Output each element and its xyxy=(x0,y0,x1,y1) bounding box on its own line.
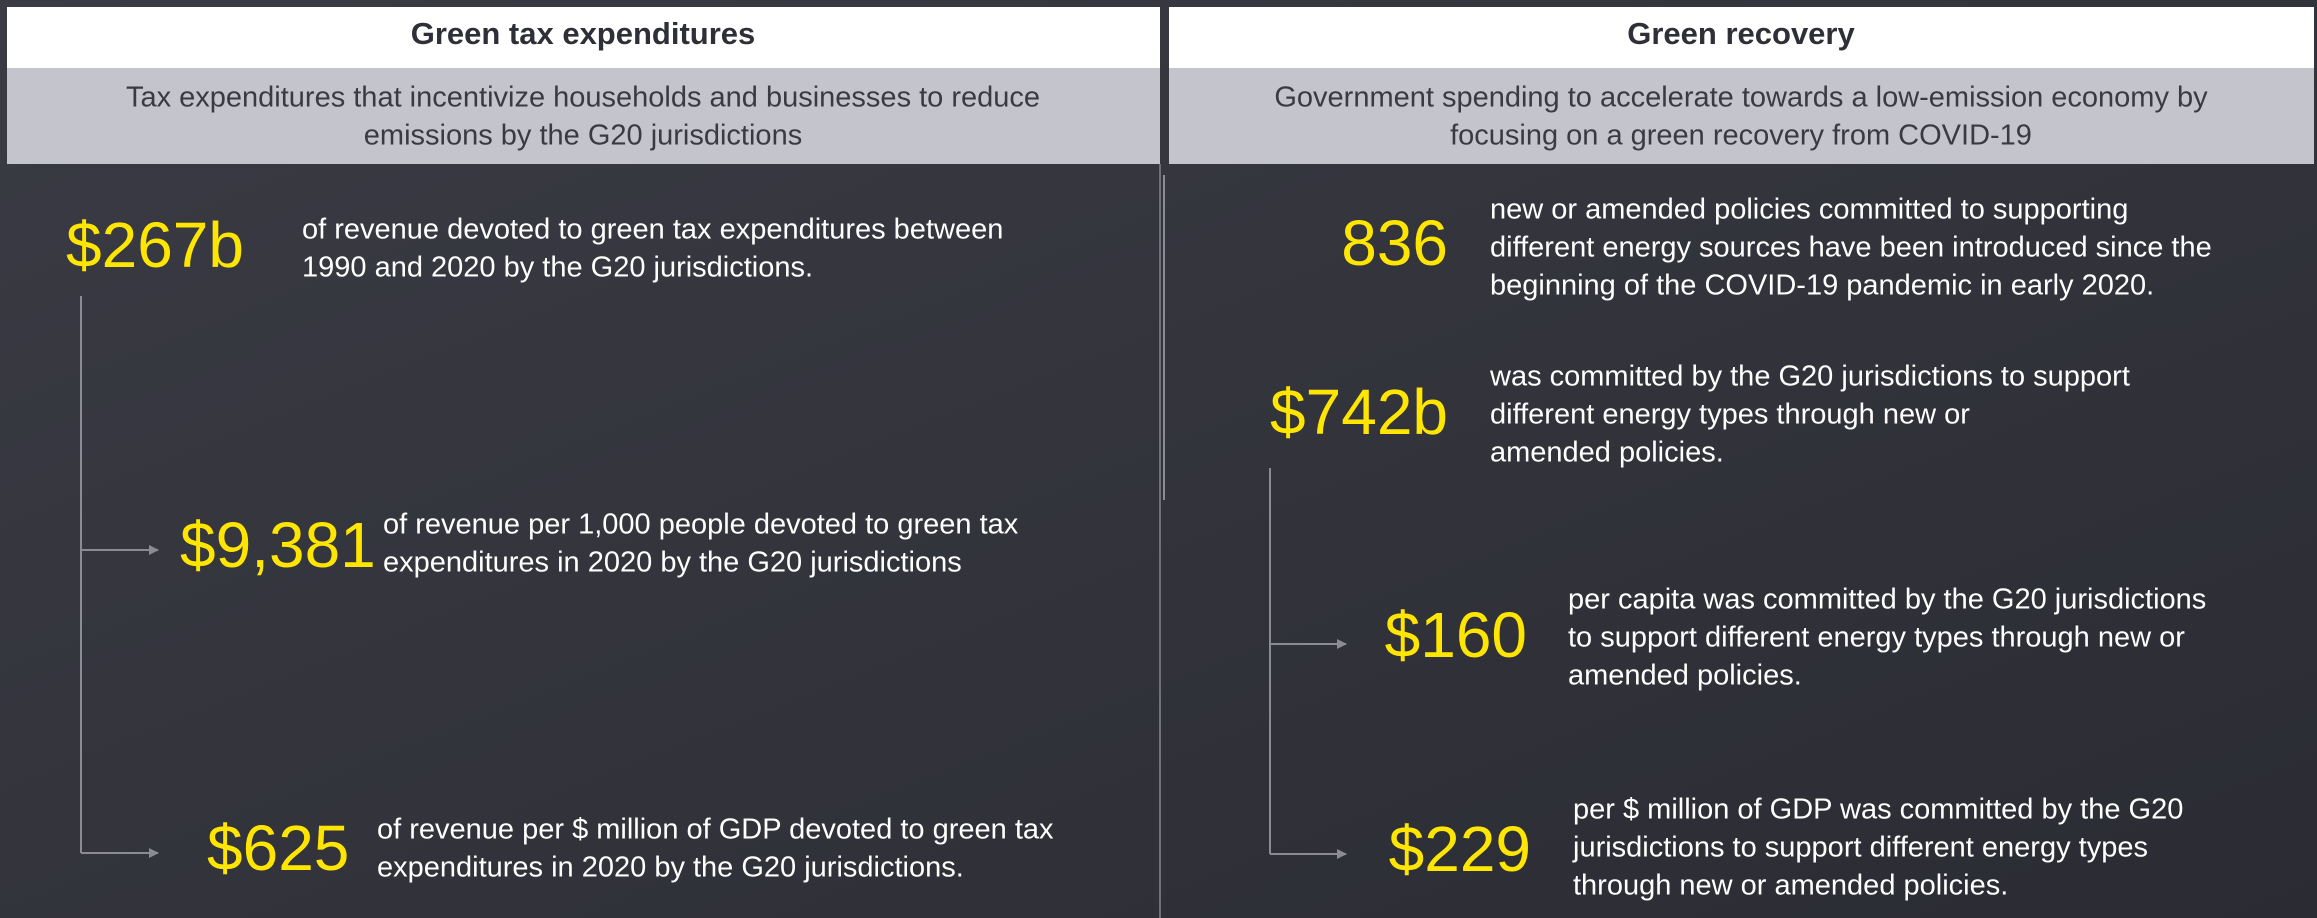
header xyxy=(1169,7,2314,68)
panel-subtitle: Government spending to accelerate toward… xyxy=(1274,82,2208,114)
subheader xyxy=(7,68,1160,164)
panel-subtitle: focusing on a green recovery from COVID-… xyxy=(1450,120,2032,152)
stat-description: of revenue per 1,000 people devoted to g… xyxy=(383,509,1019,541)
stat-value: $160 xyxy=(1385,599,1527,671)
stat-description: expenditures in 2020 by the G20 jurisdic… xyxy=(383,547,962,579)
stat-description: to support different energy types throug… xyxy=(1568,622,2185,654)
stat-value: $229 xyxy=(1389,813,1531,885)
stat-description: of revenue per $ million of GDP devoted … xyxy=(377,814,1054,846)
subheader xyxy=(1169,68,2314,164)
stat-description: amended policies. xyxy=(1568,660,1802,692)
stat-description: jurisdictions to support different energ… xyxy=(1572,832,2148,864)
panel-title: Green tax expenditures xyxy=(411,16,756,51)
stat-description: beginning of the COVID-19 pandemic in ea… xyxy=(1490,270,2154,302)
panel-title: Green recovery xyxy=(1627,16,1855,51)
header xyxy=(7,7,1160,68)
stat-description: 1990 and 2020 by the G20 jurisdictions. xyxy=(302,252,813,284)
panel-subtitle: Tax expenditures that incentivize househ… xyxy=(126,82,1040,114)
stat-description: per capita was committed by the G20 juri… xyxy=(1568,584,2206,616)
stat-value: $267b xyxy=(66,209,244,281)
stat-description: through new or amended policies. xyxy=(1573,870,2008,902)
stat-description: different energy types through new or xyxy=(1490,399,1970,431)
stat-description: new or amended policies committed to sup… xyxy=(1490,194,2128,226)
stat-description: per $ million of GDP was committed by th… xyxy=(1573,794,2183,826)
stat-description: was committed by the G20 jurisdictions t… xyxy=(1489,361,2130,393)
stat-description: of revenue devoted to green tax expendit… xyxy=(302,214,1003,246)
stat-value: 836 xyxy=(1341,207,1448,279)
panel-subtitle: emissions by the G20 jurisdictions xyxy=(364,120,802,152)
stat-description: amended policies. xyxy=(1490,437,1724,469)
stat-description: different energy sources have been intro… xyxy=(1490,232,2212,264)
stat-value: $625 xyxy=(207,812,349,884)
stat-value: $742b xyxy=(1270,376,1448,448)
stat-value: $9,381 xyxy=(180,509,376,581)
stat-description: expenditures in 2020 by the G20 jurisdic… xyxy=(377,852,964,884)
